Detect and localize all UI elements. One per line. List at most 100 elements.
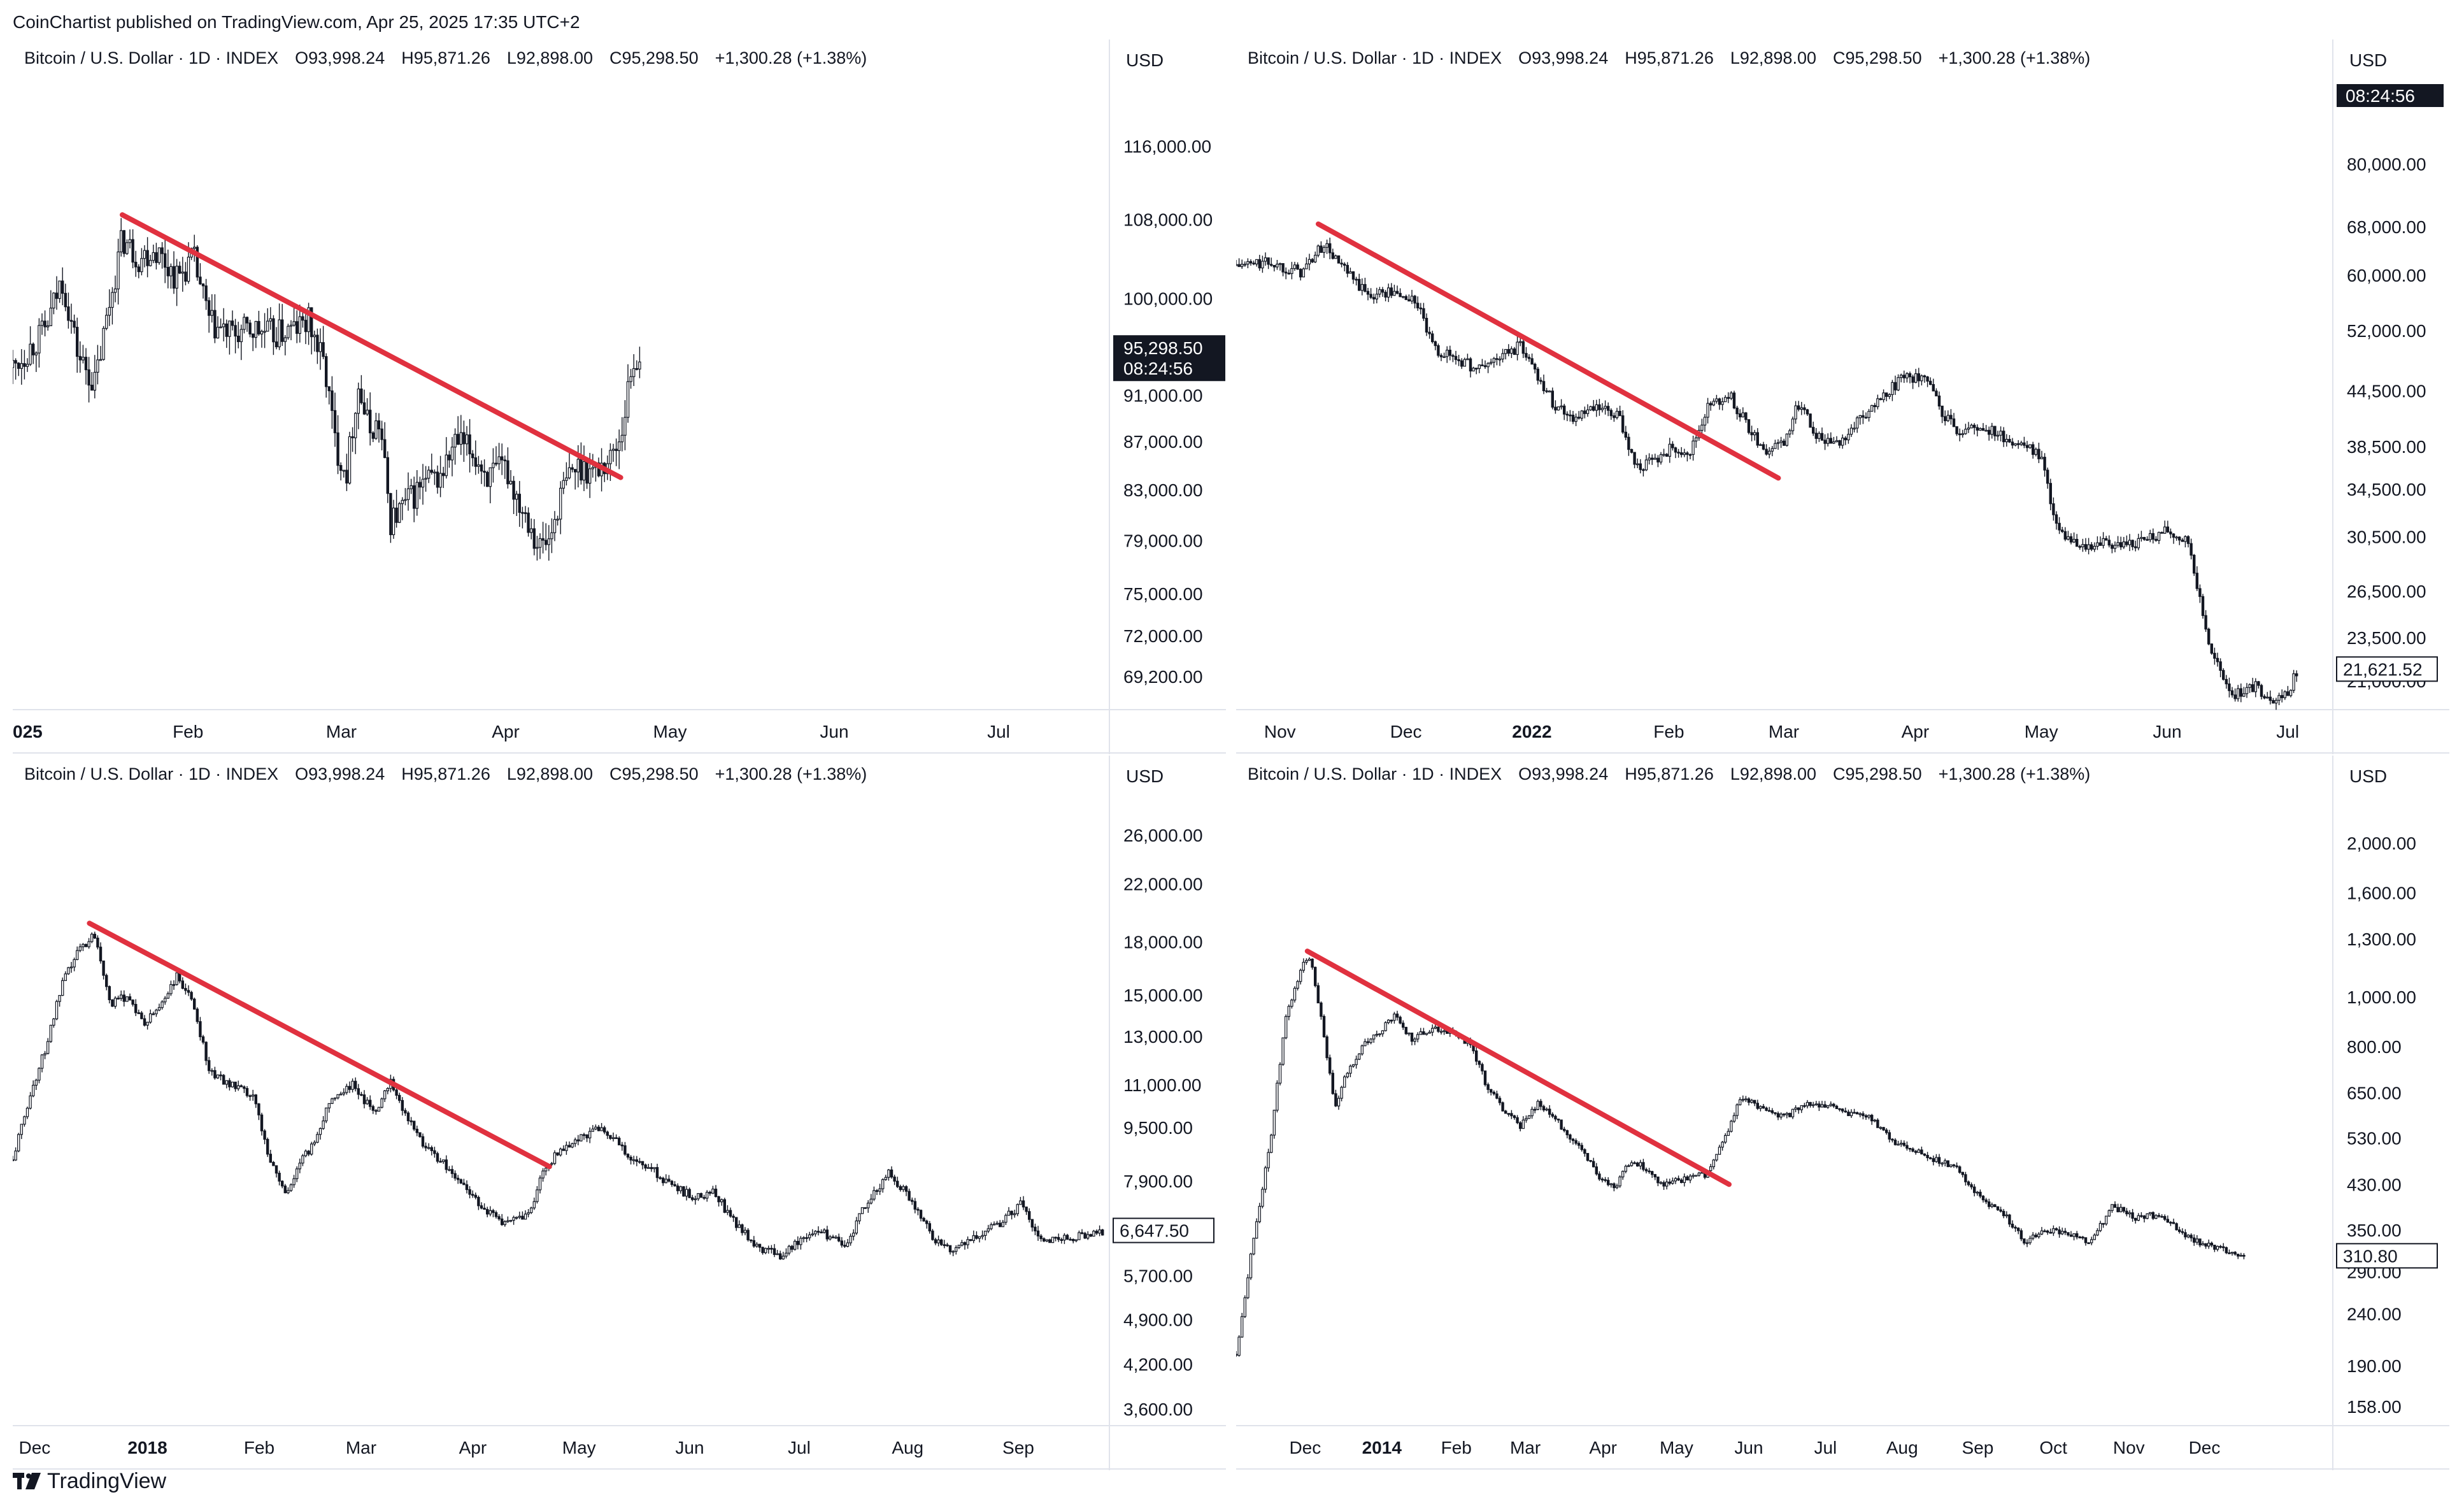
candle-body xyxy=(1413,296,1416,304)
candle-body xyxy=(1521,341,1525,354)
candle-body xyxy=(418,482,422,488)
candle-body xyxy=(1269,264,1273,266)
last-price-marker xyxy=(2336,1243,2438,1269)
legend-symbol[interactable]: Bitcoin / U.S. Dollar · 1D · INDEX xyxy=(24,764,279,784)
candle-body xyxy=(895,1180,899,1187)
candle-body xyxy=(1384,1022,1387,1031)
legend-symbol[interactable]: Bitcoin / U.S. Dollar · 1D · INDEX xyxy=(24,48,279,68)
candle-body xyxy=(1630,448,1634,453)
candle-body xyxy=(32,1084,35,1096)
candle-body xyxy=(934,1239,937,1243)
candle-body xyxy=(67,306,70,321)
candle-body xyxy=(1926,1155,1929,1159)
candle-body xyxy=(1390,1019,1393,1022)
candle-body xyxy=(1797,405,1800,410)
candle-body xyxy=(2146,1213,2149,1219)
candle-body xyxy=(181,271,185,274)
candle-body xyxy=(1639,1162,1642,1167)
currency-unit-label[interactable]: USD xyxy=(2349,766,2387,786)
candle-body xyxy=(2216,1245,2219,1250)
candle-body xyxy=(436,1153,439,1162)
candle-body xyxy=(1949,1164,1953,1168)
candle-body xyxy=(1100,1229,1104,1236)
candle-body xyxy=(532,528,536,549)
candle-body xyxy=(401,1099,404,1111)
legend-symbol[interactable]: Bitcoin / U.S. Dollar · 1D · INDEX xyxy=(1248,764,1502,784)
candle-body xyxy=(851,1233,855,1237)
candle-body xyxy=(1972,1186,1976,1193)
candle-body xyxy=(1604,406,1607,409)
candle-body xyxy=(1545,390,1548,392)
candle-body xyxy=(553,519,557,533)
candle-body xyxy=(632,1159,636,1161)
chart-canvas[interactable]: USD 26,000.00 22,000.00 18,000.00 15,000.00 1… xyxy=(13,756,1226,1470)
candle-body xyxy=(1296,264,1299,270)
candle-body xyxy=(14,1150,17,1161)
candle-body xyxy=(149,260,152,266)
red-trendline[interactable] xyxy=(87,920,552,1170)
candle-body xyxy=(1001,1222,1004,1228)
candle-body xyxy=(1932,383,1935,392)
chart-panel-2014[interactable]: Bitcoin / U.S. Dollar · 1D · INDEX O93,99… xyxy=(1236,756,2449,1470)
currency-unit-label[interactable]: USD xyxy=(2349,50,2387,70)
candle-body xyxy=(2242,1254,2246,1257)
candle-body xyxy=(78,355,82,361)
candle-body xyxy=(1589,406,1592,411)
currency-unit-label[interactable]: USD xyxy=(1126,766,1164,786)
candle-body xyxy=(1463,359,1467,367)
x-tick-label: Jul xyxy=(788,1438,811,1457)
red-trendline[interactable] xyxy=(1304,949,1732,1187)
candle-body xyxy=(492,462,495,468)
candle-body xyxy=(641,1161,644,1166)
candle-body xyxy=(1466,358,1469,361)
candle-body xyxy=(1955,426,1958,434)
candle-body xyxy=(1823,440,1827,444)
candle-body xyxy=(2107,1210,2111,1217)
x-tick-label: May xyxy=(562,1438,596,1457)
red-trendline[interactable] xyxy=(1316,221,1781,481)
candle-body xyxy=(368,410,372,434)
candle-body xyxy=(2204,615,2207,630)
tradingview-footer[interactable]: TradingView xyxy=(13,1468,166,1494)
red-trendline[interactable] xyxy=(120,212,623,480)
y-tick-label: 75,000.00 xyxy=(1123,584,1203,604)
chart-canvas[interactable]: USD 2,000.00 1,600.00 1,300.00 1,000.00 800.0… xyxy=(1236,756,2449,1470)
candle-body xyxy=(995,1222,999,1225)
candle-body xyxy=(811,1233,814,1236)
candle-body xyxy=(1811,427,1815,434)
candle-body xyxy=(1917,373,1920,382)
chart-canvas[interactable]: USD 116,000.00 108,000.00 100,000.00 91,000.… xyxy=(13,39,1226,754)
candle-body xyxy=(544,540,548,545)
candle-body xyxy=(17,362,20,369)
chart-panel-2018[interactable]: Bitcoin / U.S. Dollar · 1D · INDEX O93,99… xyxy=(13,756,1226,1470)
candle-body xyxy=(1873,405,1877,408)
legend-symbol[interactable]: Bitcoin / U.S. Dollar · 1D · INDEX xyxy=(1248,48,1502,68)
chart-panel-2022[interactable]: Bitcoin / U.S. Dollar · 1D · INDEX O93,99… xyxy=(1236,39,2449,754)
candle-body xyxy=(1060,1239,1063,1241)
candle-body xyxy=(345,1085,348,1093)
candle-body xyxy=(336,432,339,466)
candle-body xyxy=(1431,1028,1434,1033)
candle-body xyxy=(1662,1182,1665,1187)
candle-body xyxy=(216,1074,220,1078)
last-price-marker xyxy=(2336,656,2438,682)
chart-panel-2025[interactable]: Bitcoin / U.S. Dollar · 1D · INDEX O93,99… xyxy=(13,39,1226,754)
chart-canvas[interactable]: USD 80,000.00 68,000.00 60,000.00 52,000.00 4… xyxy=(1236,39,2449,754)
candle-body xyxy=(1451,355,1455,357)
candle-body xyxy=(1811,1104,1815,1107)
candle-body xyxy=(2225,1247,2228,1254)
candle-body xyxy=(2063,531,2067,540)
candle-body xyxy=(1618,410,1621,417)
candle-body xyxy=(213,310,217,339)
candle-body xyxy=(2177,1229,2181,1232)
candle-body xyxy=(2034,448,2037,455)
candle-body xyxy=(318,342,322,352)
currency-unit-label[interactable]: USD xyxy=(1126,50,1164,70)
candle-body xyxy=(937,1239,940,1243)
candle-body xyxy=(1048,1239,1051,1243)
candle-body xyxy=(1747,1098,1751,1103)
legend-high: H95,871.26 xyxy=(1625,48,1714,68)
candle-body xyxy=(266,1138,269,1155)
candle-body xyxy=(2225,678,2228,685)
candle-body xyxy=(1325,1036,1328,1059)
